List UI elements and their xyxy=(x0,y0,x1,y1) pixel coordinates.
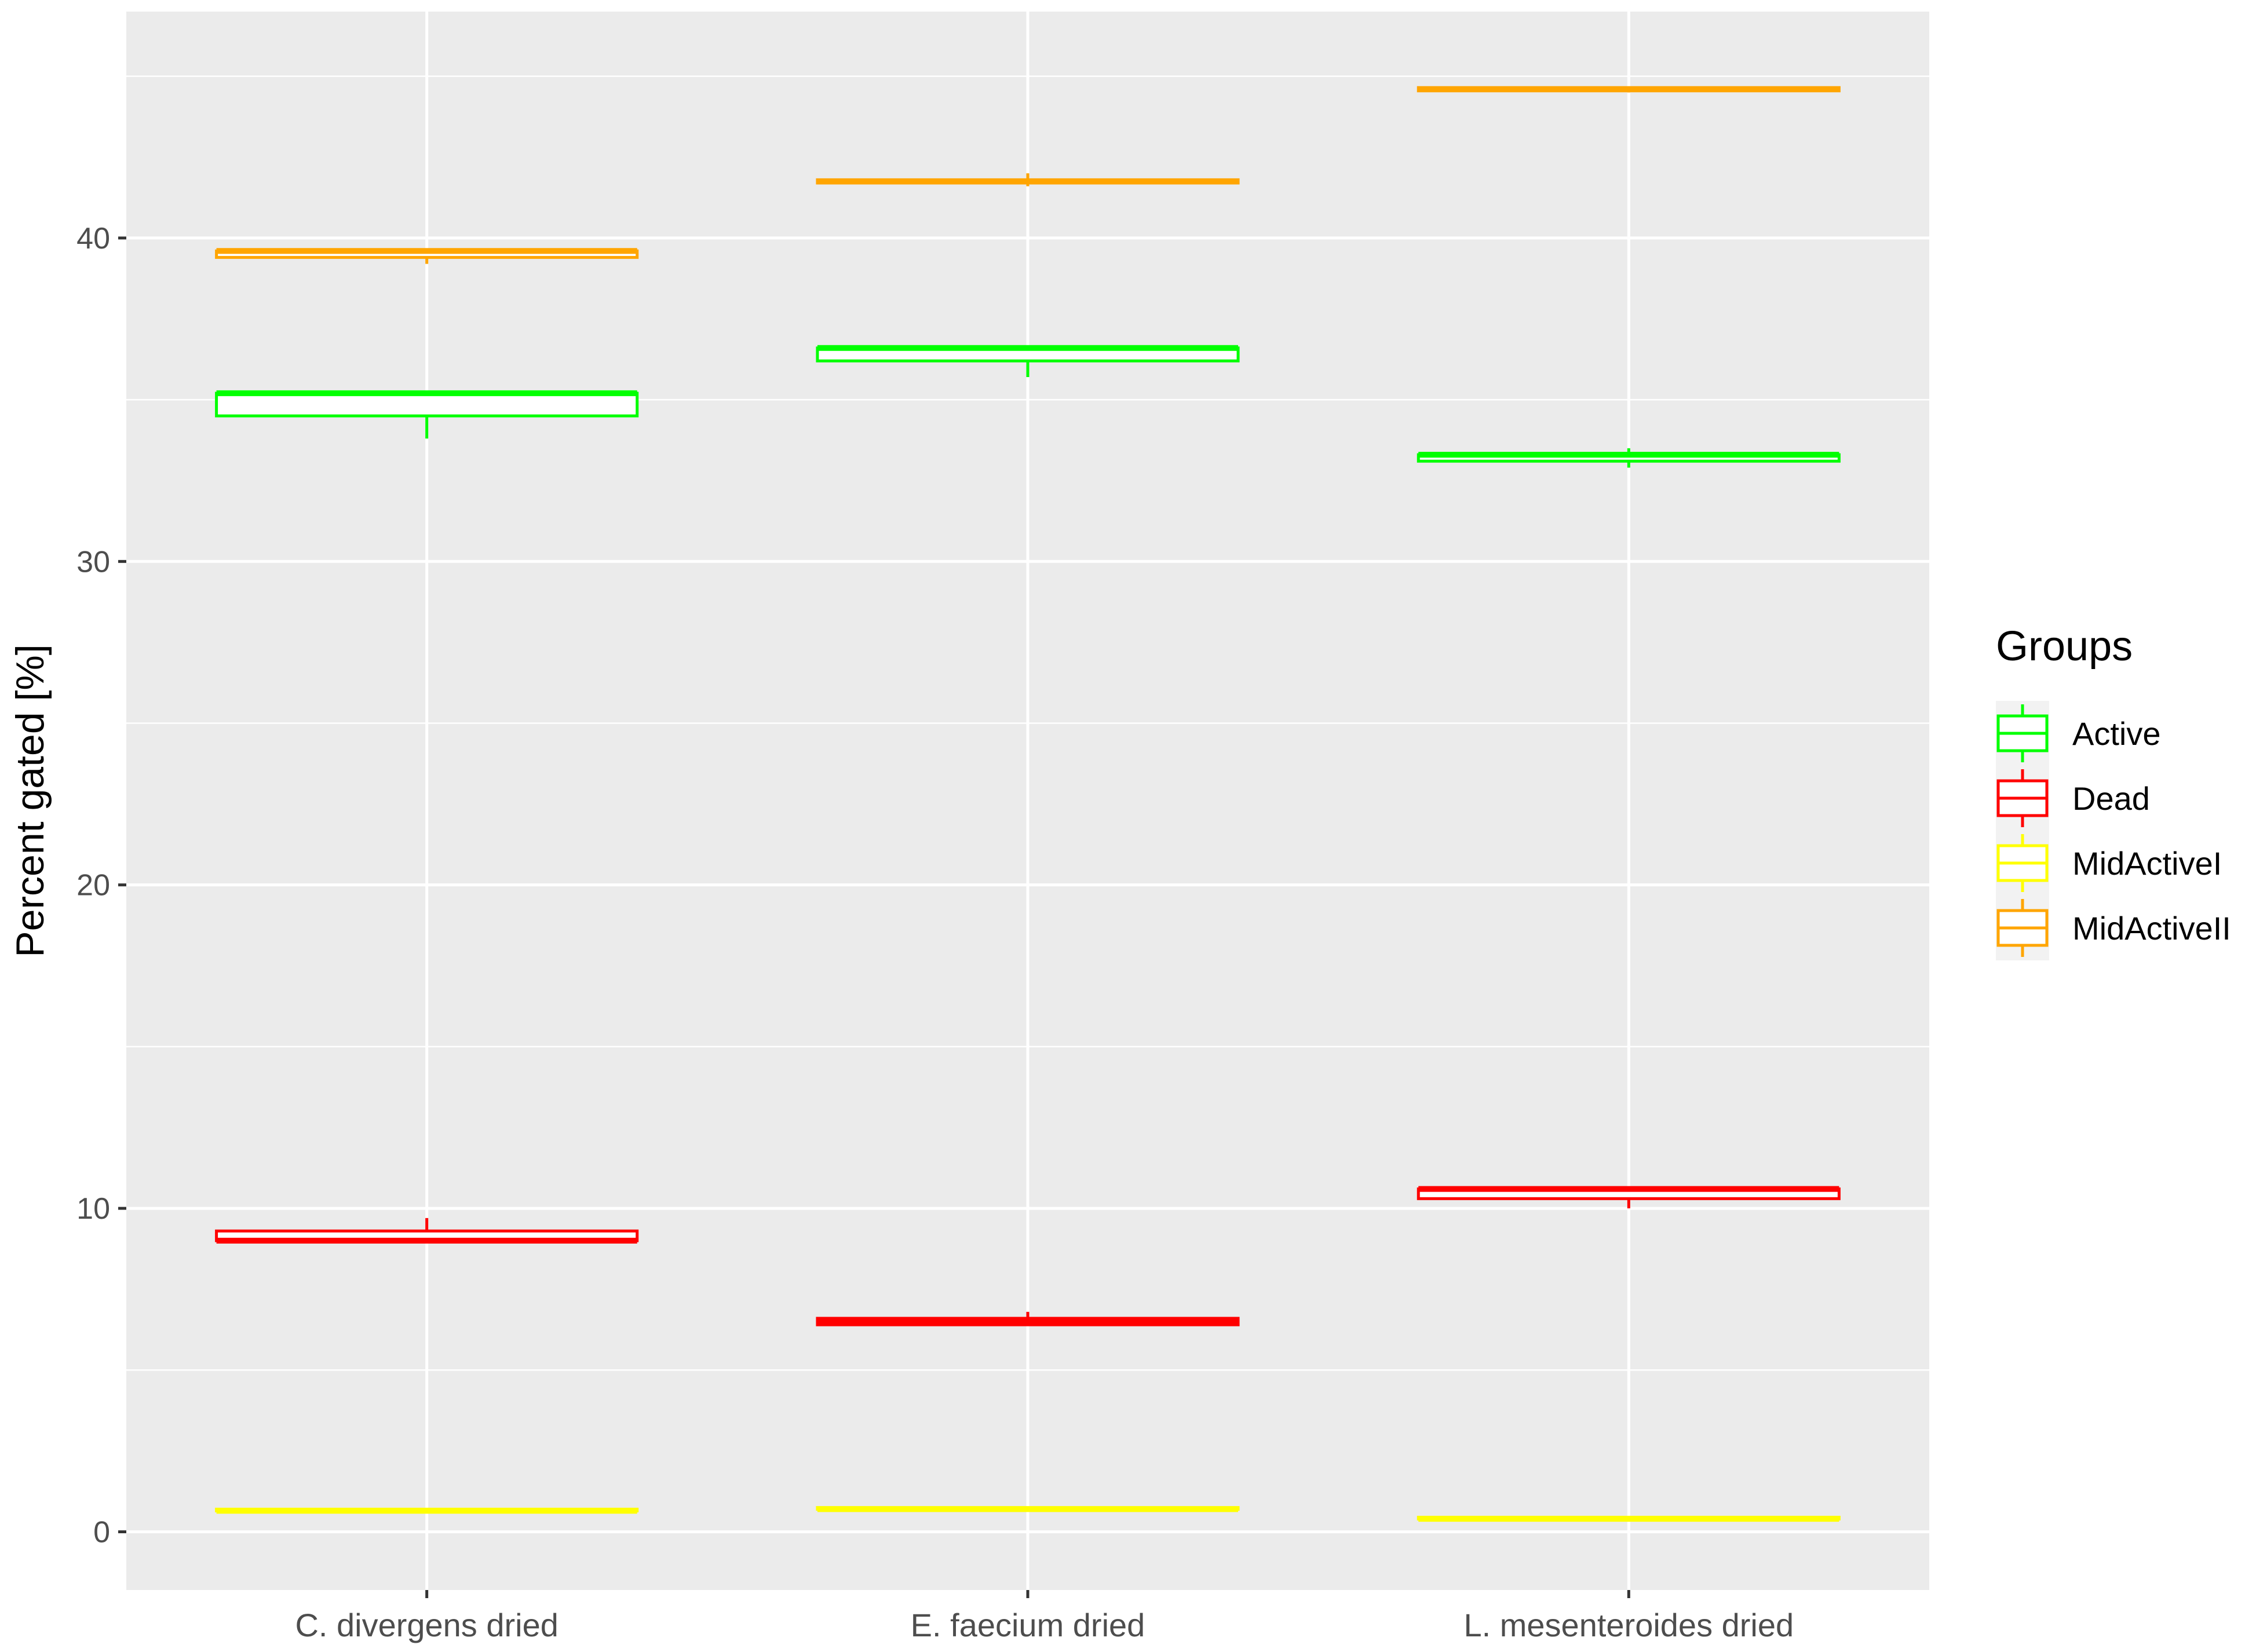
box-midactivei xyxy=(1417,1515,1841,1522)
box-dead xyxy=(215,1218,639,1244)
box-marks xyxy=(215,86,1841,1522)
x-axis: C. divergens dried E. faecium dried L. mes… xyxy=(295,1590,1794,1643)
box-midactivei xyxy=(816,1506,1240,1512)
x-tick-label: L. mesenteroides dried xyxy=(1464,1607,1794,1643)
box-midactiveii xyxy=(816,173,1240,187)
y-tick-label: 40 xyxy=(76,222,110,255)
legend-label: MidActiveI xyxy=(2072,845,2222,882)
box-active xyxy=(215,390,639,439)
y-tick-label: 20 xyxy=(76,869,110,902)
box-midactiveii xyxy=(215,248,639,264)
legend-item-active: Active xyxy=(1996,704,2161,762)
box-dead xyxy=(1417,1186,1841,1209)
x-tick-label: E. faecium dried xyxy=(911,1607,1145,1643)
y-tick-label: 10 xyxy=(76,1192,110,1226)
legend-label: Dead xyxy=(2072,780,2150,817)
legend-item-dead: Dead xyxy=(1996,769,2150,827)
box-dead xyxy=(816,1311,1240,1326)
legend: Groups Active Dead MidActiveI MidActiveII xyxy=(1996,623,2231,960)
y-axis-title: Percent gated [%] xyxy=(8,644,52,957)
legend-title: Groups xyxy=(1996,623,2133,670)
box-midactiveii xyxy=(1417,86,1841,93)
y-tick-label: 30 xyxy=(76,545,110,579)
box-midactivei xyxy=(215,1507,639,1514)
legend-label: MidActiveII xyxy=(2072,910,2231,946)
box-active xyxy=(816,345,1240,377)
y-axis: 0 10 20 30 40 xyxy=(76,222,126,1549)
box-active xyxy=(1417,448,1841,468)
y-tick-label: 0 xyxy=(93,1515,110,1549)
box-body xyxy=(215,392,639,418)
legend-items: Active Dead MidActiveI MidActiveII xyxy=(1996,704,2231,957)
x-tick-label: C. divergens dried xyxy=(295,1607,558,1643)
legend-label: Active xyxy=(2072,715,2161,752)
legend-item-midactiveii: MidActiveII xyxy=(1996,899,2231,957)
legend-item-midactivei: MidActiveI xyxy=(1996,834,2222,892)
